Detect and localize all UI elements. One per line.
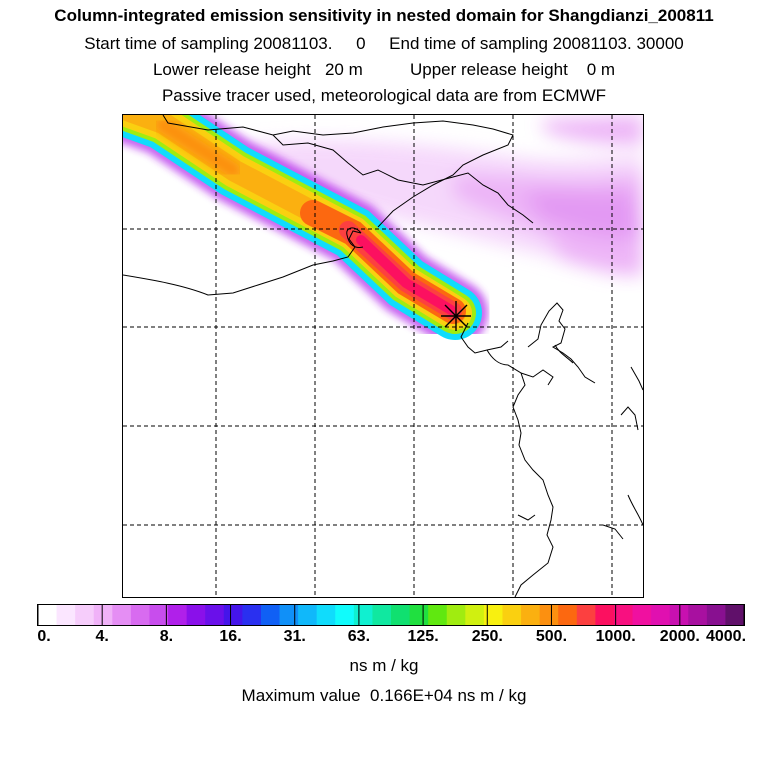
graticule (123, 115, 643, 597)
sensitivity-haze (243, 115, 643, 276)
colorbar-tick: 0. (37, 628, 51, 645)
colorbar-swatch (409, 605, 429, 625)
colorbar-swatch (242, 605, 262, 625)
start-time: Start time of sampling 20081103. 0 (84, 34, 366, 53)
colorbar-swatch (483, 605, 504, 625)
colorbar-swatch (335, 605, 355, 625)
colorbar-swatch (168, 605, 188, 625)
tracer-info: Passive tracer used, meteorological data… (161, 86, 607, 105)
colorbar-swatch (446, 605, 466, 625)
release-heights: Lower release height 20 m Upper release … (0, 60, 768, 80)
colorbar-tick: 8. (159, 628, 174, 645)
colorbar-swatch (391, 605, 411, 625)
colorbar-swatch (502, 605, 522, 625)
colorbar-swatch (669, 605, 689, 625)
colorbar-swatch (539, 605, 559, 625)
colorbar-tick: 4000. (705, 628, 747, 645)
colorbar-swatch (260, 605, 281, 625)
sampling-times: Start time of sampling 20081103. 0 End t… (0, 34, 768, 54)
colorbar (37, 604, 745, 626)
colorbar-swatch (93, 605, 113, 625)
colorbar-swatch (372, 605, 392, 625)
colorbar-tick: 1000. (595, 628, 636, 645)
end-time: End time of sampling 20081103. 30000 (389, 34, 684, 53)
colorbar-tick: 4. (95, 628, 109, 645)
colorbar-swatch (595, 605, 615, 625)
colorbar-swatch (130, 605, 151, 625)
sensitivity-plume (123, 115, 488, 346)
map-frame (122, 114, 644, 598)
colorbar-swatch (558, 605, 578, 625)
colorbar-swatch (279, 605, 299, 625)
colorbar-swatch (56, 605, 76, 625)
colorbar-swatch (316, 605, 336, 625)
colorbar-swatch (112, 605, 132, 625)
colorbar-swatch (576, 605, 596, 625)
maximum-value: Maximum value 0.166E+04 ns m / kg (241, 686, 527, 705)
colorbar-swatch (632, 605, 652, 625)
colorbar-swatch (75, 605, 95, 625)
colorbar-swatch (688, 605, 708, 625)
colorbar-swatch (186, 605, 206, 625)
colorbar-swatch (149, 605, 169, 625)
colorbar-swatch (428, 605, 448, 625)
map-svg (123, 115, 643, 597)
colorbar-swatch (706, 605, 727, 625)
colorbar-tick: 2000. (659, 628, 700, 645)
colorbar-tick: 500. (535, 628, 568, 645)
plot-title: Column-integrated emission sensitivity i… (54, 6, 714, 25)
coastlines-and-borders (123, 115, 643, 597)
colorbar-border (37, 604, 745, 626)
colorbar-swatch (613, 605, 634, 625)
colorbar-swatch (725, 605, 745, 625)
colorbar-swatch (298, 605, 318, 625)
colorbar-tick: 250. (471, 628, 503, 645)
lower-release-height: Lower release height 20 m (152, 60, 363, 79)
colorbar-tick: 31. (283, 628, 306, 645)
colorbar-tick: 16. (219, 628, 242, 645)
release-site-marker (441, 301, 471, 331)
colorbar-swatch (651, 605, 671, 625)
colorbar-swatch (521, 605, 541, 625)
colorbar-swatch (205, 605, 225, 625)
colorbar-tick: 125. (407, 628, 439, 645)
upper-release-height: Upper release height 0 m (409, 60, 616, 79)
colorbar-swatch (38, 605, 58, 625)
colorbar-tick: 63. (347, 628, 371, 645)
colorbar-units: ns m / kg (349, 656, 419, 675)
colorbar-swatch (465, 605, 485, 625)
colorbar-swatch (223, 605, 243, 625)
colorbar-swatch (353, 605, 374, 625)
